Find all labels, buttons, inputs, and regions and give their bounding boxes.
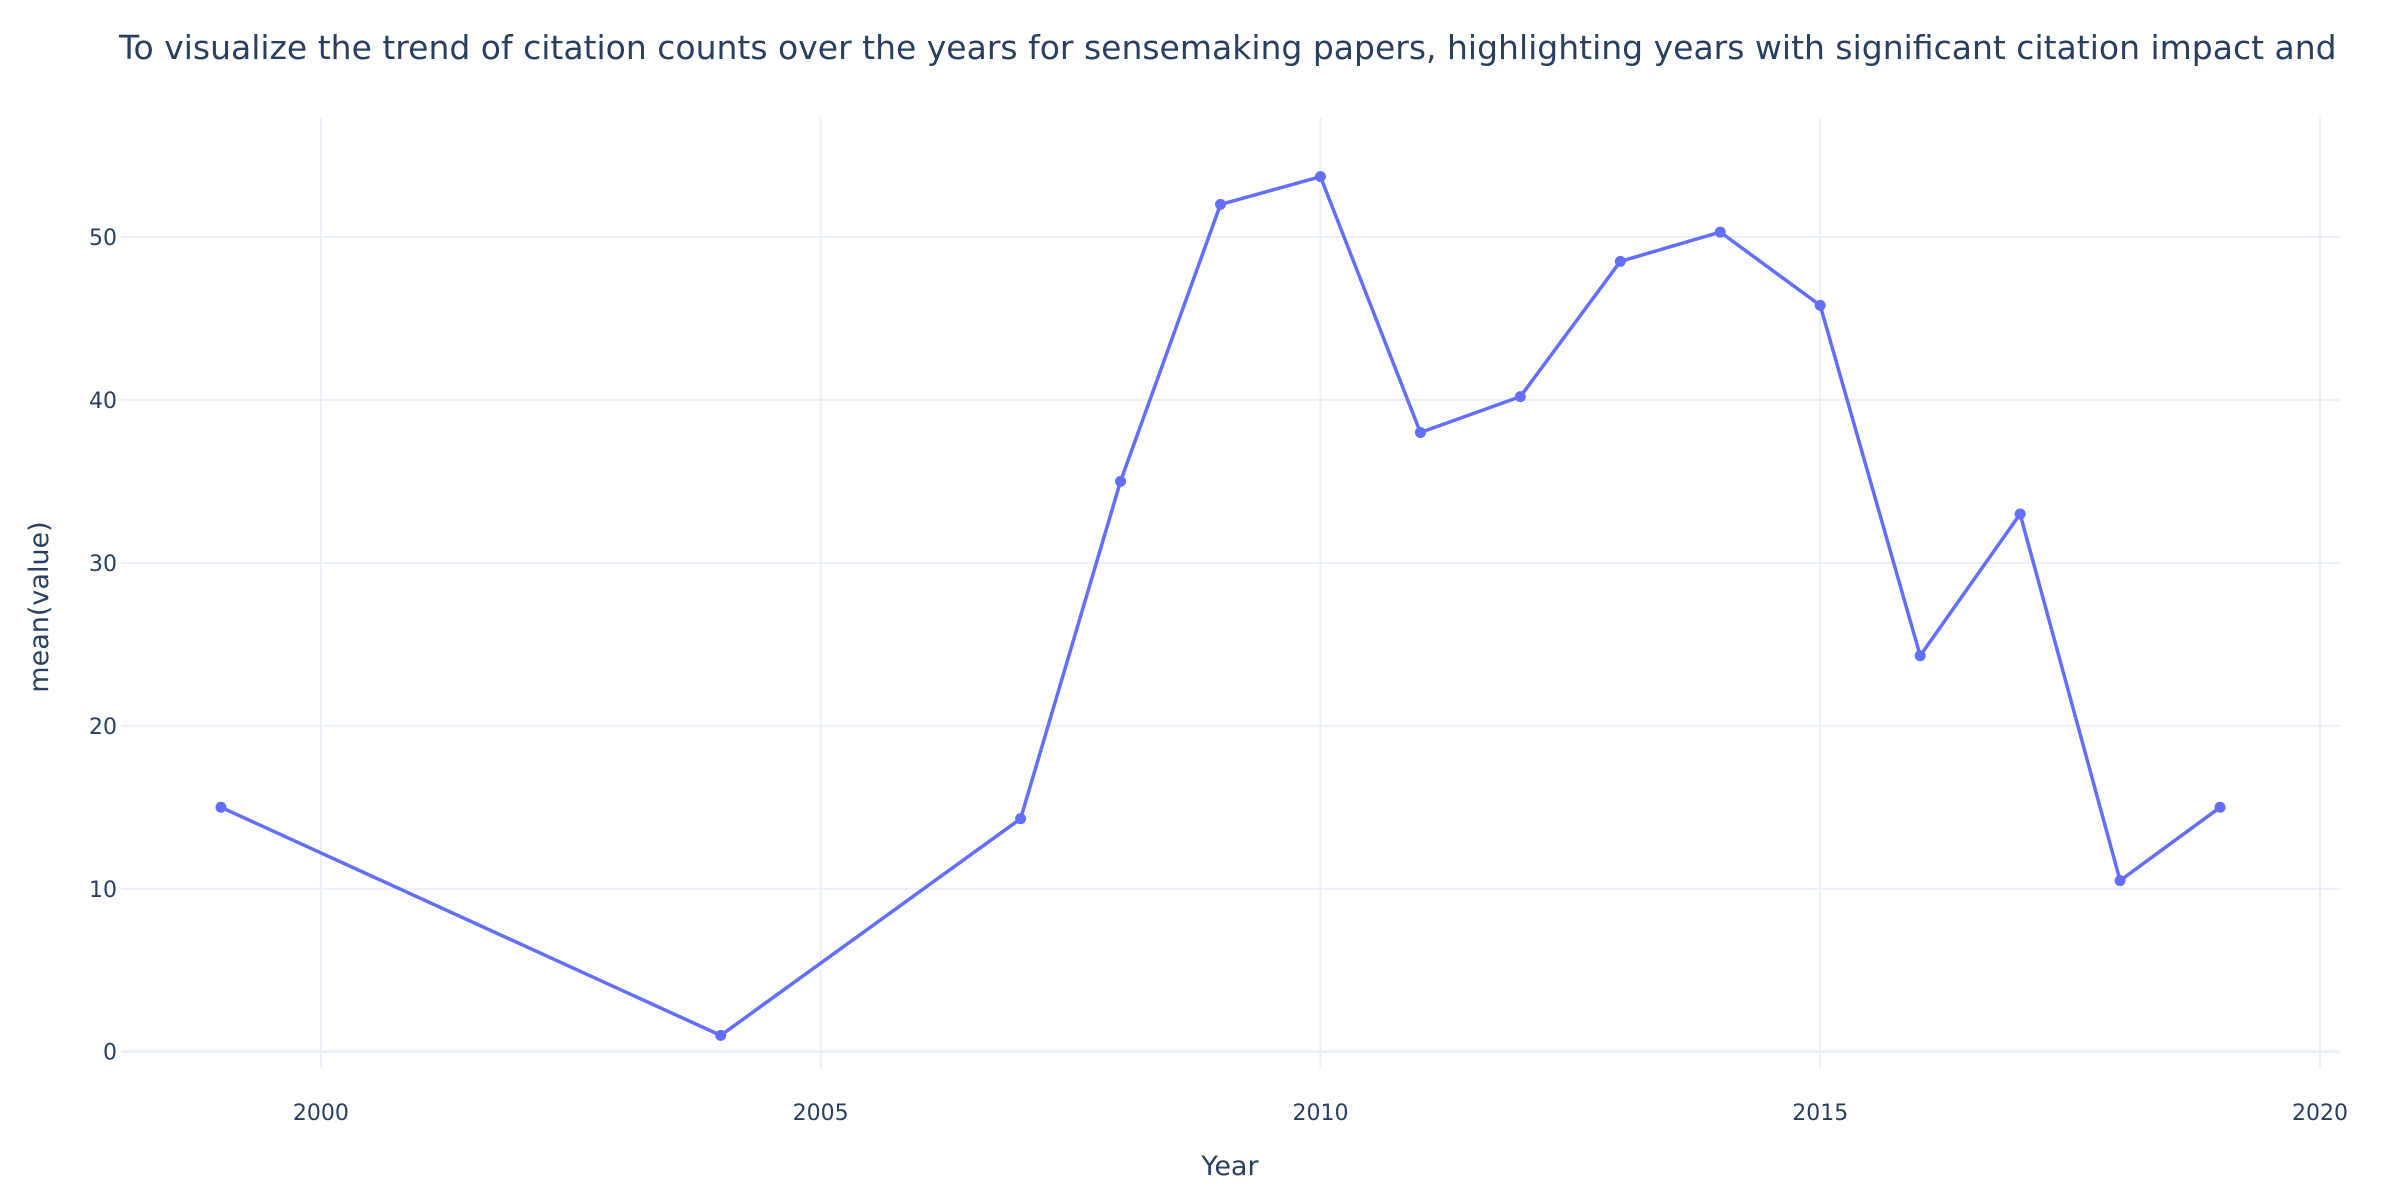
data-point[interactable] — [1614, 255, 1626, 267]
data-point[interactable] — [1314, 171, 1326, 183]
y-tick-label: 30 — [89, 552, 117, 577]
data-point[interactable] — [1814, 299, 1826, 311]
x-axis-label: Year — [1200, 1151, 1259, 1182]
data-point[interactable] — [215, 801, 227, 813]
data-point[interactable] — [2014, 508, 2026, 520]
data-point[interactable] — [2214, 801, 2226, 813]
x-tick-label: 2010 — [1292, 1101, 1348, 1126]
data-point[interactable] — [1714, 226, 1726, 238]
y-tick-label: 50 — [89, 226, 117, 251]
data-point[interactable] — [1215, 198, 1227, 210]
grid-layer — [121, 118, 2340, 1068]
y-tick-label: 20 — [89, 715, 117, 740]
data-point[interactable] — [1115, 475, 1127, 487]
data-point[interactable] — [1914, 650, 1926, 662]
y-tick-label: 40 — [89, 389, 117, 414]
x-tick-label: 2020 — [2292, 1101, 2348, 1126]
data-point[interactable] — [1414, 426, 1426, 438]
tick-labels: 2000 2005 2010 2015 2020 0 10 20 30 40 50 — [89, 226, 2348, 1126]
data-point[interactable] — [715, 1029, 727, 1041]
data-point[interactable] — [1514, 391, 1526, 403]
data-point[interactable] — [2114, 875, 2126, 887]
x-tick-label: 2000 — [293, 1101, 349, 1126]
series-line — [220, 174, 2222, 1038]
chart-title: To visualize the trend of citation count… — [118, 28, 2337, 67]
y-axis-label: mean(value) — [24, 521, 55, 692]
x-tick-label: 2015 — [1792, 1101, 1848, 1126]
y-tick-label: 0 — [103, 1041, 117, 1066]
data-point[interactable] — [1015, 813, 1027, 825]
series-layer — [215, 171, 2226, 1041]
x-tick-label: 2005 — [793, 1101, 849, 1126]
y-tick-label: 10 — [89, 878, 117, 903]
